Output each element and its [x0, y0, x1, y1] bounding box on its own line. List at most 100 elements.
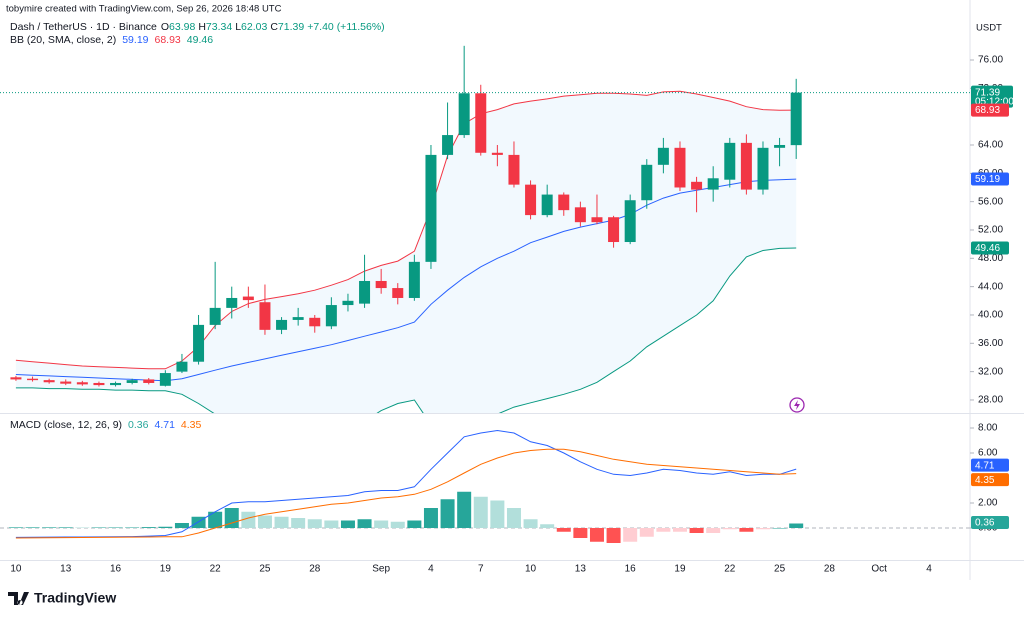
brand: TradingView	[34, 590, 116, 606]
histogram-bar	[241, 511, 256, 528]
bb-price-label-box	[971, 103, 1009, 117]
candle-body	[392, 288, 404, 298]
y-tick-label: 32.00	[978, 366, 1003, 377]
candle-body	[558, 194, 570, 211]
candle-body	[60, 381, 72, 384]
histogram-bar	[42, 527, 57, 528]
histogram-bar	[340, 520, 355, 528]
indicator-name: MACD (close, 12, 26, 9)	[10, 419, 122, 431]
y-tick-label: 2.00	[978, 498, 998, 509]
macd-legend: MACD (close, 12, 26, 9) 0.36 4.71 4.35	[10, 419, 202, 431]
price-legend: Dash / TetherUS · 1D · Binance O63.98 H73.…	[10, 21, 385, 33]
y-tick-label: 6.00	[978, 448, 998, 459]
histogram-bar	[307, 519, 322, 528]
candle-body	[242, 296, 254, 301]
histogram-bar	[589, 528, 604, 542]
y-tick-label: 76.00	[978, 55, 1003, 66]
histogram-bar	[639, 528, 654, 537]
candle-body	[342, 300, 354, 306]
x-tick-label: 25	[774, 564, 786, 575]
candle-body	[159, 373, 171, 386]
candle-body	[774, 144, 786, 148]
candle-body	[375, 280, 387, 289]
x-tick-label: 13	[575, 564, 587, 575]
countdown: 05:12:00	[975, 96, 1014, 107]
bb-upper-value: 68.93	[155, 34, 181, 46]
quote-value: 62.03	[241, 21, 267, 33]
indicator-name: BB (20, SMA, close, 2)	[10, 34, 116, 46]
quote-value: 73.34	[206, 21, 232, 33]
signal-price-label-box	[971, 473, 1009, 487]
currency: USDT	[976, 23, 1002, 34]
bb-price-label-box	[971, 172, 1009, 186]
candle-body	[574, 207, 586, 223]
candle-body	[591, 217, 603, 223]
candle-body	[475, 93, 487, 153]
histogram-bar	[208, 511, 223, 528]
candle-body	[43, 380, 55, 383]
histogram-bar	[540, 524, 555, 528]
histogram-bar	[606, 528, 621, 543]
candle-body	[93, 382, 105, 386]
histogram-bar	[75, 527, 90, 528]
histogram-bar	[556, 528, 571, 532]
candle-body	[126, 380, 138, 383]
histogram-bar	[291, 518, 306, 528]
histogram-bar	[755, 528, 770, 530]
histogram-bar	[706, 528, 721, 533]
candle-body	[27, 378, 39, 381]
candle-body	[724, 142, 736, 180]
x-tick-label: Oct	[871, 564, 887, 575]
candle-body	[641, 164, 653, 201]
y-tick-label: 48.00	[978, 253, 1003, 264]
quote-key: C	[270, 21, 278, 33]
candle-body	[76, 382, 88, 385]
logo	[8, 592, 29, 605]
candle-body	[757, 147, 769, 190]
last-price-box	[971, 85, 1013, 108]
bb-price-label: 49.46	[975, 243, 1000, 254]
histogram-bar	[407, 520, 422, 528]
histogram-bar	[672, 528, 687, 532]
x-tick-label: 25	[259, 564, 271, 575]
candle-body	[325, 305, 337, 327]
candle-body	[525, 184, 537, 216]
quote-key: H	[198, 21, 206, 33]
candle-body	[508, 154, 520, 185]
histogram-bar	[58, 527, 73, 528]
histogram-bar	[91, 527, 106, 528]
candle-body	[442, 135, 454, 155]
bb-lower-value: 49.46	[187, 34, 213, 46]
candle-body	[359, 280, 371, 304]
credit: tobymire created with TradingView.com, S…	[6, 4, 282, 15]
candle-body	[541, 194, 553, 216]
x-tick-label: 19	[160, 564, 172, 575]
candle-body	[292, 317, 304, 320]
candle-body	[691, 181, 703, 190]
x-tick-label: 10	[10, 564, 22, 575]
candle-body	[624, 200, 636, 243]
histogram-bar	[473, 496, 488, 528]
bb-basis-value: 59.19	[122, 34, 148, 46]
x-tick-label: 28	[309, 564, 321, 575]
quote-value: 71.39	[278, 21, 304, 33]
alert-icon	[789, 397, 805, 413]
x-tick-label: 28	[824, 564, 836, 575]
price-pane	[0, 45, 970, 413]
histogram-bar	[523, 519, 538, 528]
candle-body	[259, 302, 271, 330]
bb-line	[15, 90, 797, 370]
x-tick-label: 7	[478, 564, 484, 575]
symbol: Dash / TetherUS · 1D · Binance	[10, 21, 157, 33]
histogram-bar	[722, 528, 737, 530]
macd-price-label: 4.71	[975, 460, 995, 471]
y-tick-label: 56.00	[978, 196, 1003, 207]
histogram-bar	[141, 527, 156, 528]
candle-body	[143, 379, 155, 383]
bb-price-label: 59.19	[975, 174, 1000, 185]
y-tick-label: 44.00	[978, 281, 1003, 292]
x-tick-label: 22	[724, 564, 736, 575]
histogram-bar	[174, 523, 189, 528]
x-tick-label: 16	[625, 564, 637, 575]
histogram-bar	[224, 508, 239, 528]
